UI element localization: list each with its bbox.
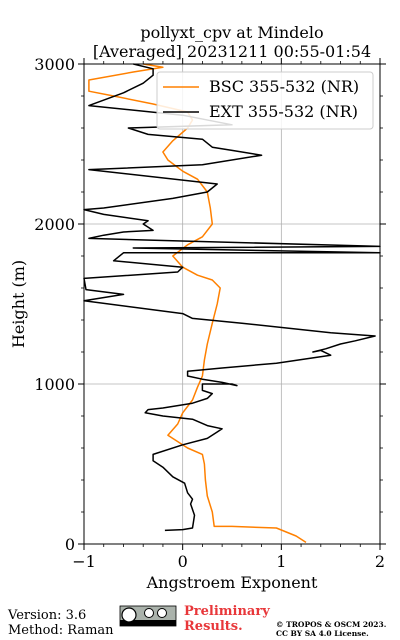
preliminary-text-line1: Preliminary xyxy=(184,604,270,619)
cc-by-sa-badge xyxy=(119,605,177,627)
method-text: Method: Raman xyxy=(8,623,114,638)
x-tick-label-2: 1 xyxy=(276,552,286,571)
x-tick-label-3: 2 xyxy=(375,552,385,571)
y-axis-label: Height (m) xyxy=(9,260,28,348)
x-tick-label-1: 0 xyxy=(178,552,188,571)
version-text: Version: 3.6 xyxy=(7,608,86,623)
series-layer xyxy=(83,63,381,544)
legend-label-ext: EXT 355-532 (NR) xyxy=(209,102,358,121)
sa-icon xyxy=(157,608,167,618)
by-icon xyxy=(144,608,154,618)
y-tick-label-3: 3000 xyxy=(34,55,75,74)
x-tick-label-0: −1 xyxy=(72,552,96,571)
series-line-ext xyxy=(83,63,381,532)
y-tick-label-2: 2000 xyxy=(34,215,75,234)
cc-icon xyxy=(121,607,137,623)
grid xyxy=(84,64,380,544)
copyright-line2: CC BY SA 4.0 License. xyxy=(276,629,369,638)
series-line-bsc xyxy=(88,63,307,544)
chart-title: pollyxt_cpv at Mindelo xyxy=(140,23,323,42)
legend-label-bsc: BSC 355-532 (NR) xyxy=(209,77,359,96)
x-axis-label: Angstroem Exponent xyxy=(146,573,318,592)
legend-box xyxy=(156,71,374,130)
cc-badge-strip xyxy=(120,620,176,626)
preliminary-text-line2: Results. xyxy=(184,619,243,634)
y-tick-label-1: 1000 xyxy=(34,375,75,394)
chart-subtitle: [Averaged] 20231211 00:55-01:54 xyxy=(93,42,371,61)
legend: BSC 355-532 (NR) EXT 355-532 (NR) xyxy=(156,71,374,130)
copyright-line1: © TROPOS & OSCM 2023. xyxy=(276,620,386,629)
plot-frame xyxy=(83,63,381,545)
footer: Version: 3.6 Method: Raman Preliminary R… xyxy=(7,604,386,638)
y-tick-label-0: 0 xyxy=(65,535,75,554)
